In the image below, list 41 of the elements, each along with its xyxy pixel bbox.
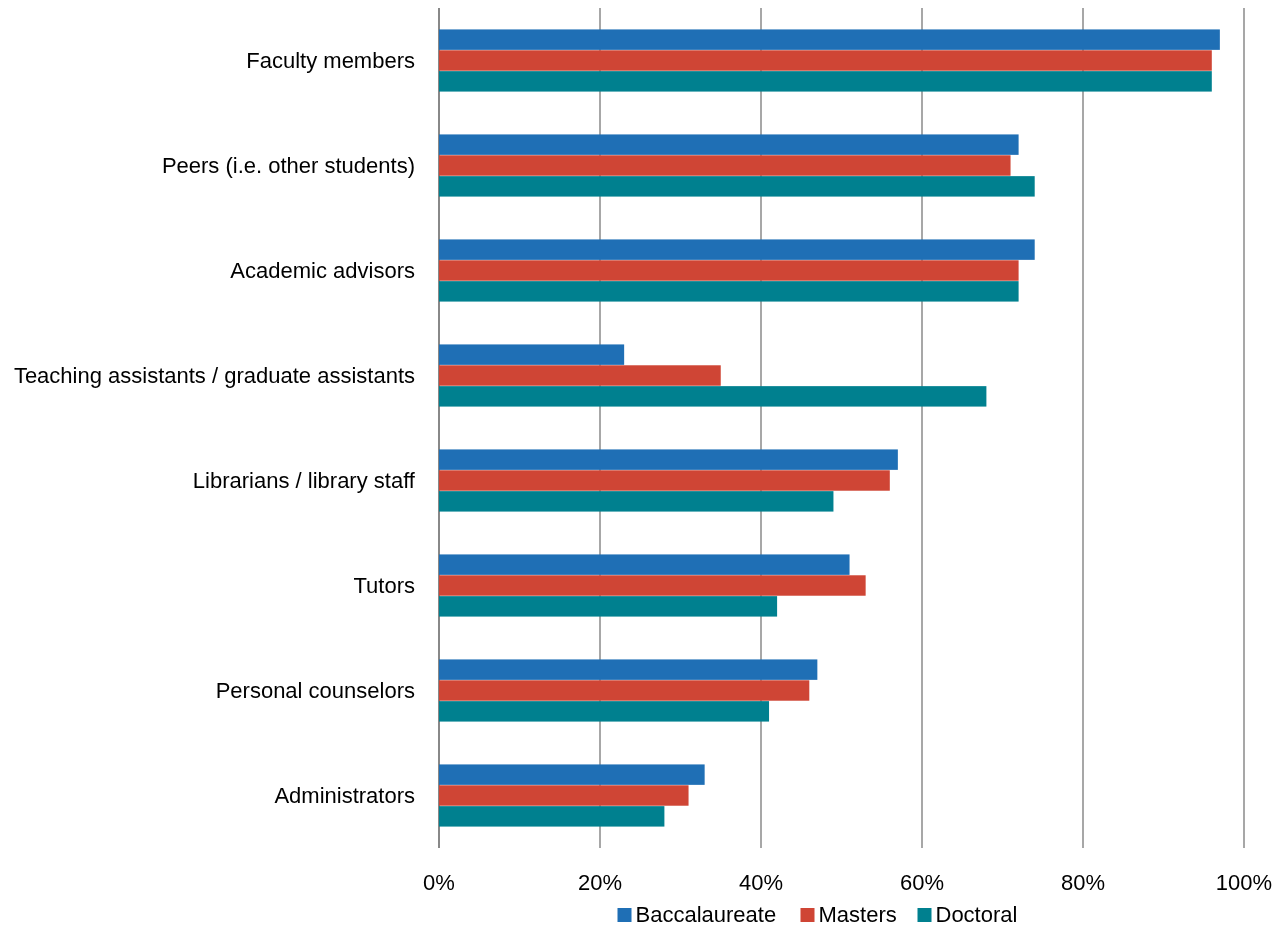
legend-label: Baccalaureate	[635, 902, 777, 927]
x-tick-label: 0%	[423, 870, 455, 895]
y-tick-label: Administrators	[274, 782, 415, 808]
y-tick-label: Teaching assistants / graduate assistants	[13, 362, 415, 388]
y-tick-label: Librarians / library staff	[192, 467, 416, 493]
bar	[439, 785, 689, 806]
bar	[439, 449, 898, 470]
x-tick-label: 20%	[577, 870, 623, 895]
bar	[439, 50, 1212, 71]
bar	[439, 344, 625, 365]
y-tick-label: Tutors	[353, 572, 415, 598]
bar	[439, 71, 1212, 92]
bar	[439, 554, 850, 575]
bar	[439, 491, 834, 512]
bar	[439, 134, 1019, 155]
y-tick-label: Faculty members	[246, 47, 415, 73]
bar	[439, 155, 1011, 176]
bar	[439, 680, 810, 701]
x-tick-label: 40%	[738, 870, 784, 895]
bar	[439, 575, 866, 596]
x-tick-label: 100%	[1215, 870, 1273, 895]
bar	[439, 239, 1035, 260]
y-tick-label: Personal counselors	[215, 677, 415, 703]
bar	[439, 386, 987, 407]
bar	[439, 29, 1220, 50]
bar	[439, 659, 818, 680]
bar	[439, 806, 665, 827]
bar	[439, 596, 778, 617]
bar	[439, 281, 1019, 302]
bar	[439, 365, 721, 386]
bar	[439, 764, 705, 785]
bar	[439, 470, 890, 491]
bar	[439, 176, 1035, 197]
bar	[439, 701, 770, 722]
legend-label: Doctoral	[935, 902, 1018, 927]
y-tick-label: Academic advisors	[230, 257, 415, 283]
x-tick-label: 60%	[899, 870, 945, 895]
x-tick-label: 80%	[1060, 870, 1106, 895]
legend-label: Masters	[818, 902, 897, 927]
y-tick-label: Peers (i.e. other students)	[161, 152, 415, 178]
bar	[439, 260, 1019, 281]
